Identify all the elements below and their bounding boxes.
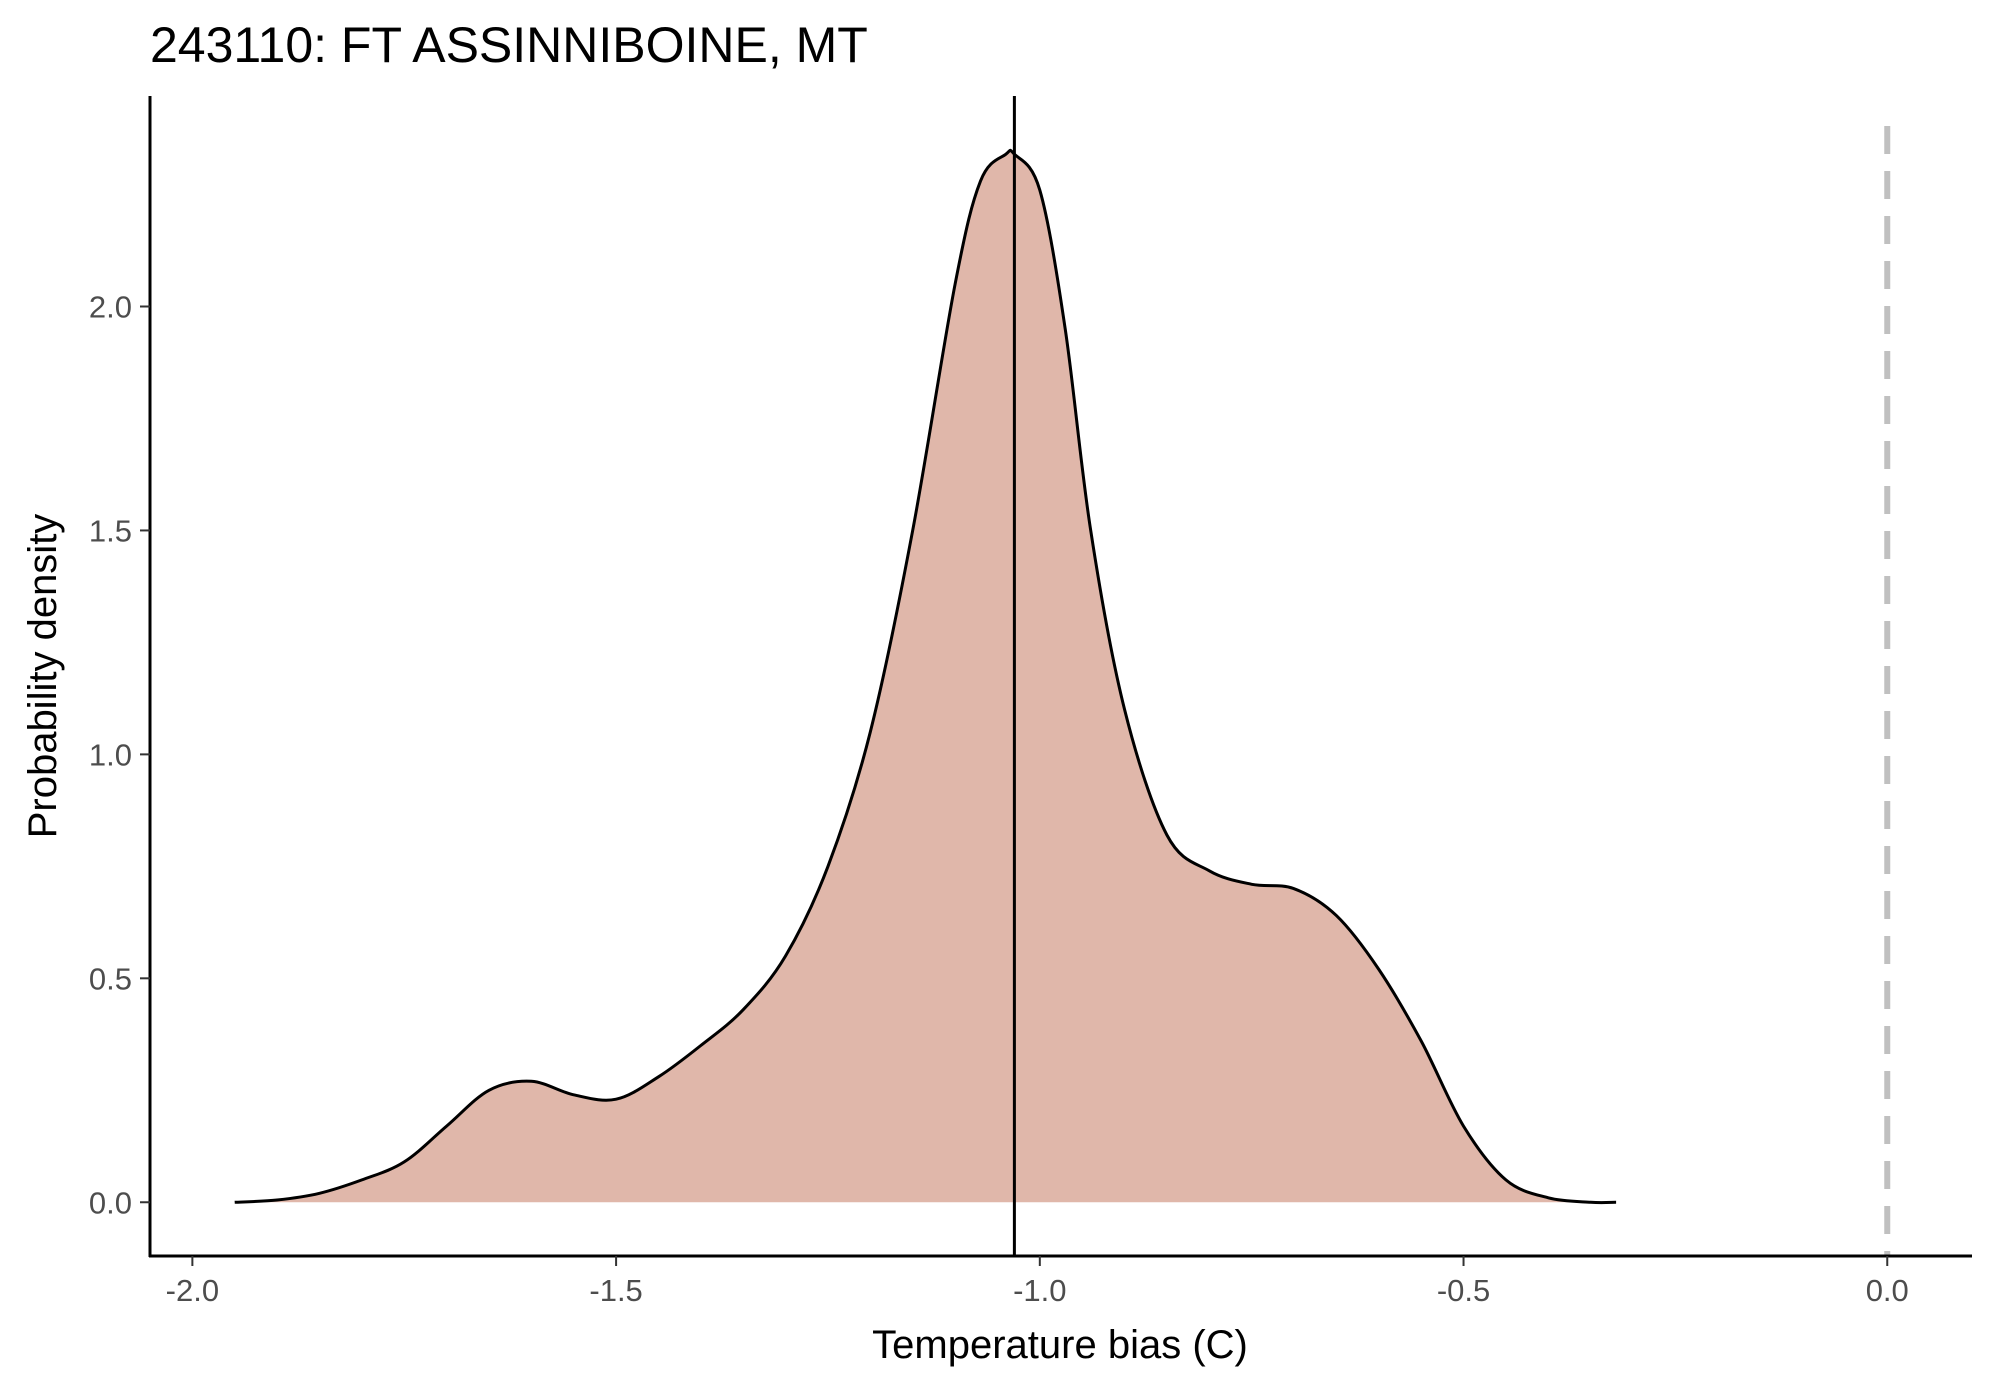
density-area (234, 150, 1617, 1203)
x-tick-label: -1.0 (1013, 1273, 1066, 1308)
x-tick-label: -2.0 (166, 1273, 219, 1308)
y-tick-label: 2.0 (89, 290, 132, 325)
y-tick-label: 1.5 (89, 513, 132, 548)
x-axis-label: Temperature bias (C) (872, 1323, 1248, 1367)
y-tick-label: 0.5 (89, 961, 132, 996)
x-tick-label: -0.5 (1437, 1273, 1490, 1308)
axes: -2.0 -1.5 -1.0 -0.5 0.0 0.0 0.5 1.0 1.5 2.0 (89, 96, 1972, 1308)
y-tick-label: 0.0 (89, 1185, 132, 1220)
y-axis-label: Probability density (21, 514, 65, 839)
plot-area (234, 96, 1891, 1256)
density-line (234, 148, 1617, 1205)
x-tick-label: 0.0 (1866, 1273, 1909, 1308)
chart-title: 243110: FT ASSINNIBOINE, MT (150, 17, 868, 73)
y-tick-label: 1.0 (89, 737, 132, 772)
x-tick-label: -1.5 (589, 1273, 642, 1308)
